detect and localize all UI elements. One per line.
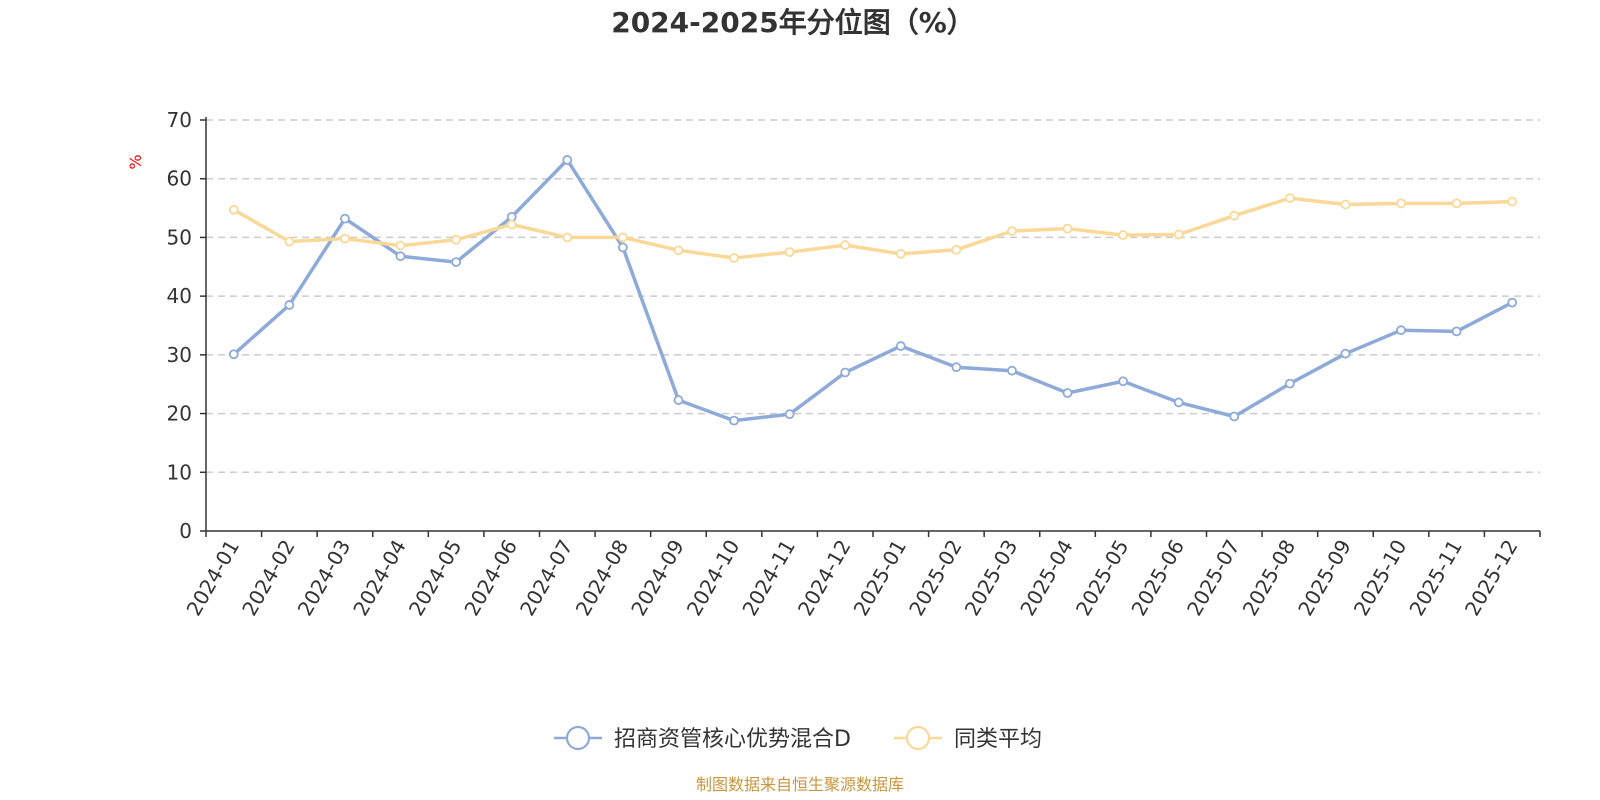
y-tick-label: 50: [167, 225, 192, 249]
chart-title: 2024-2025年分位图（%）: [611, 6, 975, 39]
data-point: [1451, 198, 1462, 209]
data-point: [840, 367, 851, 378]
data-point: [1507, 196, 1518, 207]
x-tick-label: 2025-07: [1182, 536, 1245, 620]
x-tick-label: 2024-06: [459, 536, 522, 620]
x-tick-label: 2025-04: [1015, 536, 1078, 620]
data-source-note: 制图数据来自恒生聚源数据库: [696, 775, 904, 794]
data-point: [340, 233, 350, 244]
data-point: [562, 155, 573, 165]
y-axis-unit-label: %: [126, 154, 145, 169]
data-point: [1284, 378, 1295, 389]
x-tick-label: 2024-01: [182, 536, 245, 620]
legend-marker-icon: [905, 725, 931, 751]
data-point: [1062, 388, 1073, 398]
x-tick-label: 2024-05: [404, 536, 467, 620]
x-tick-label: 2025-06: [1126, 536, 1189, 620]
data-point: [395, 240, 406, 251]
data-point: [784, 247, 795, 258]
legend-label: 招商资管核心优势混合D: [614, 727, 851, 752]
data-point: [1340, 348, 1351, 359]
y-tick-label: 40: [167, 284, 192, 308]
data-point: [340, 213, 350, 224]
data-point: [1229, 411, 1240, 422]
data-point: [895, 341, 906, 351]
data-point: [951, 362, 962, 373]
data-point: [673, 395, 684, 405]
data-point: [228, 349, 239, 360]
data-point: [1118, 376, 1129, 387]
x-tick-label: 2025-05: [1071, 536, 1134, 620]
data-point: [729, 415, 739, 426]
legend-label: 同类平均: [954, 727, 1042, 752]
data-point: [1173, 229, 1184, 240]
x-tick-label: 2024-02: [237, 536, 300, 620]
x-tick-label: 2024-03: [293, 536, 356, 620]
series-line: [232, 196, 1514, 260]
x-tick-label: 2025-02: [904, 536, 967, 620]
data-point: [840, 240, 851, 250]
x-tick-label: 2025-10: [1349, 536, 1412, 620]
data-point: [1396, 325, 1406, 336]
x-tick-label: 2025-11: [1404, 536, 1467, 620]
data-point: [617, 242, 628, 253]
data-point: [951, 244, 962, 255]
y-tick-label: 10: [167, 460, 192, 484]
y-tick-label: 20: [167, 402, 192, 426]
data-point: [617, 232, 628, 243]
series-line: [232, 158, 1514, 423]
x-tick-label: 2024-12: [793, 536, 856, 620]
series-lines: [228, 155, 1518, 426]
x-tick-label: 2024-11: [737, 536, 800, 620]
x-tick-label: 2025-01: [849, 536, 912, 620]
data-point: [1396, 198, 1406, 209]
x-tick-label: 2025-09: [1293, 536, 1356, 620]
data-point: [729, 253, 739, 263]
gridlines: [206, 119, 1540, 474]
x-tick-label: 2024-10: [682, 536, 745, 620]
y-tick-label: 70: [167, 108, 192, 132]
data-point: [673, 245, 684, 256]
data-point: [1284, 193, 1295, 203]
y-tick-label: 30: [167, 343, 192, 367]
legend-marker-icon: [565, 725, 591, 751]
data-point: [1007, 365, 1017, 376]
x-tick-label: 2024-04: [348, 536, 411, 620]
data-point: [1062, 223, 1073, 234]
data-point: [284, 300, 295, 310]
x-tick-label: 2025-08: [1238, 536, 1301, 620]
data-point: [1007, 226, 1017, 236]
data-point: [1173, 397, 1184, 408]
data-point: [506, 219, 517, 230]
y-tick-label: 0: [179, 519, 192, 543]
legend: 招商资管核心优势混合D 同类平均: [554, 725, 1042, 752]
x-tick-label: 2024-08: [571, 536, 634, 620]
x-tick-label: 2024-07: [515, 536, 578, 620]
data-point: [895, 248, 906, 259]
data-point: [228, 204, 239, 215]
x-tick-label: 2025-12: [1460, 536, 1523, 620]
legend-item[interactable]: 招商资管核心优势混合D: [554, 725, 851, 752]
x-tick-label: 2024-09: [626, 536, 689, 620]
data-point: [562, 232, 573, 243]
x-tick-label: 2025-03: [960, 535, 1023, 619]
data-point: [784, 409, 795, 420]
data-point: [451, 234, 462, 245]
data-point: [1118, 230, 1129, 240]
data-point: [284, 236, 295, 247]
data-point: [451, 257, 462, 267]
data-point: [1451, 326, 1462, 337]
y-tick-label: 60: [167, 167, 192, 191]
data-point: [1229, 210, 1240, 221]
data-point: [1340, 199, 1351, 210]
data-point: [1507, 297, 1518, 308]
axes: 0102030405060702024-012024-022024-032024…: [167, 108, 1541, 620]
legend-item[interactable]: 同类平均: [894, 725, 1042, 752]
data-point: [395, 251, 406, 262]
